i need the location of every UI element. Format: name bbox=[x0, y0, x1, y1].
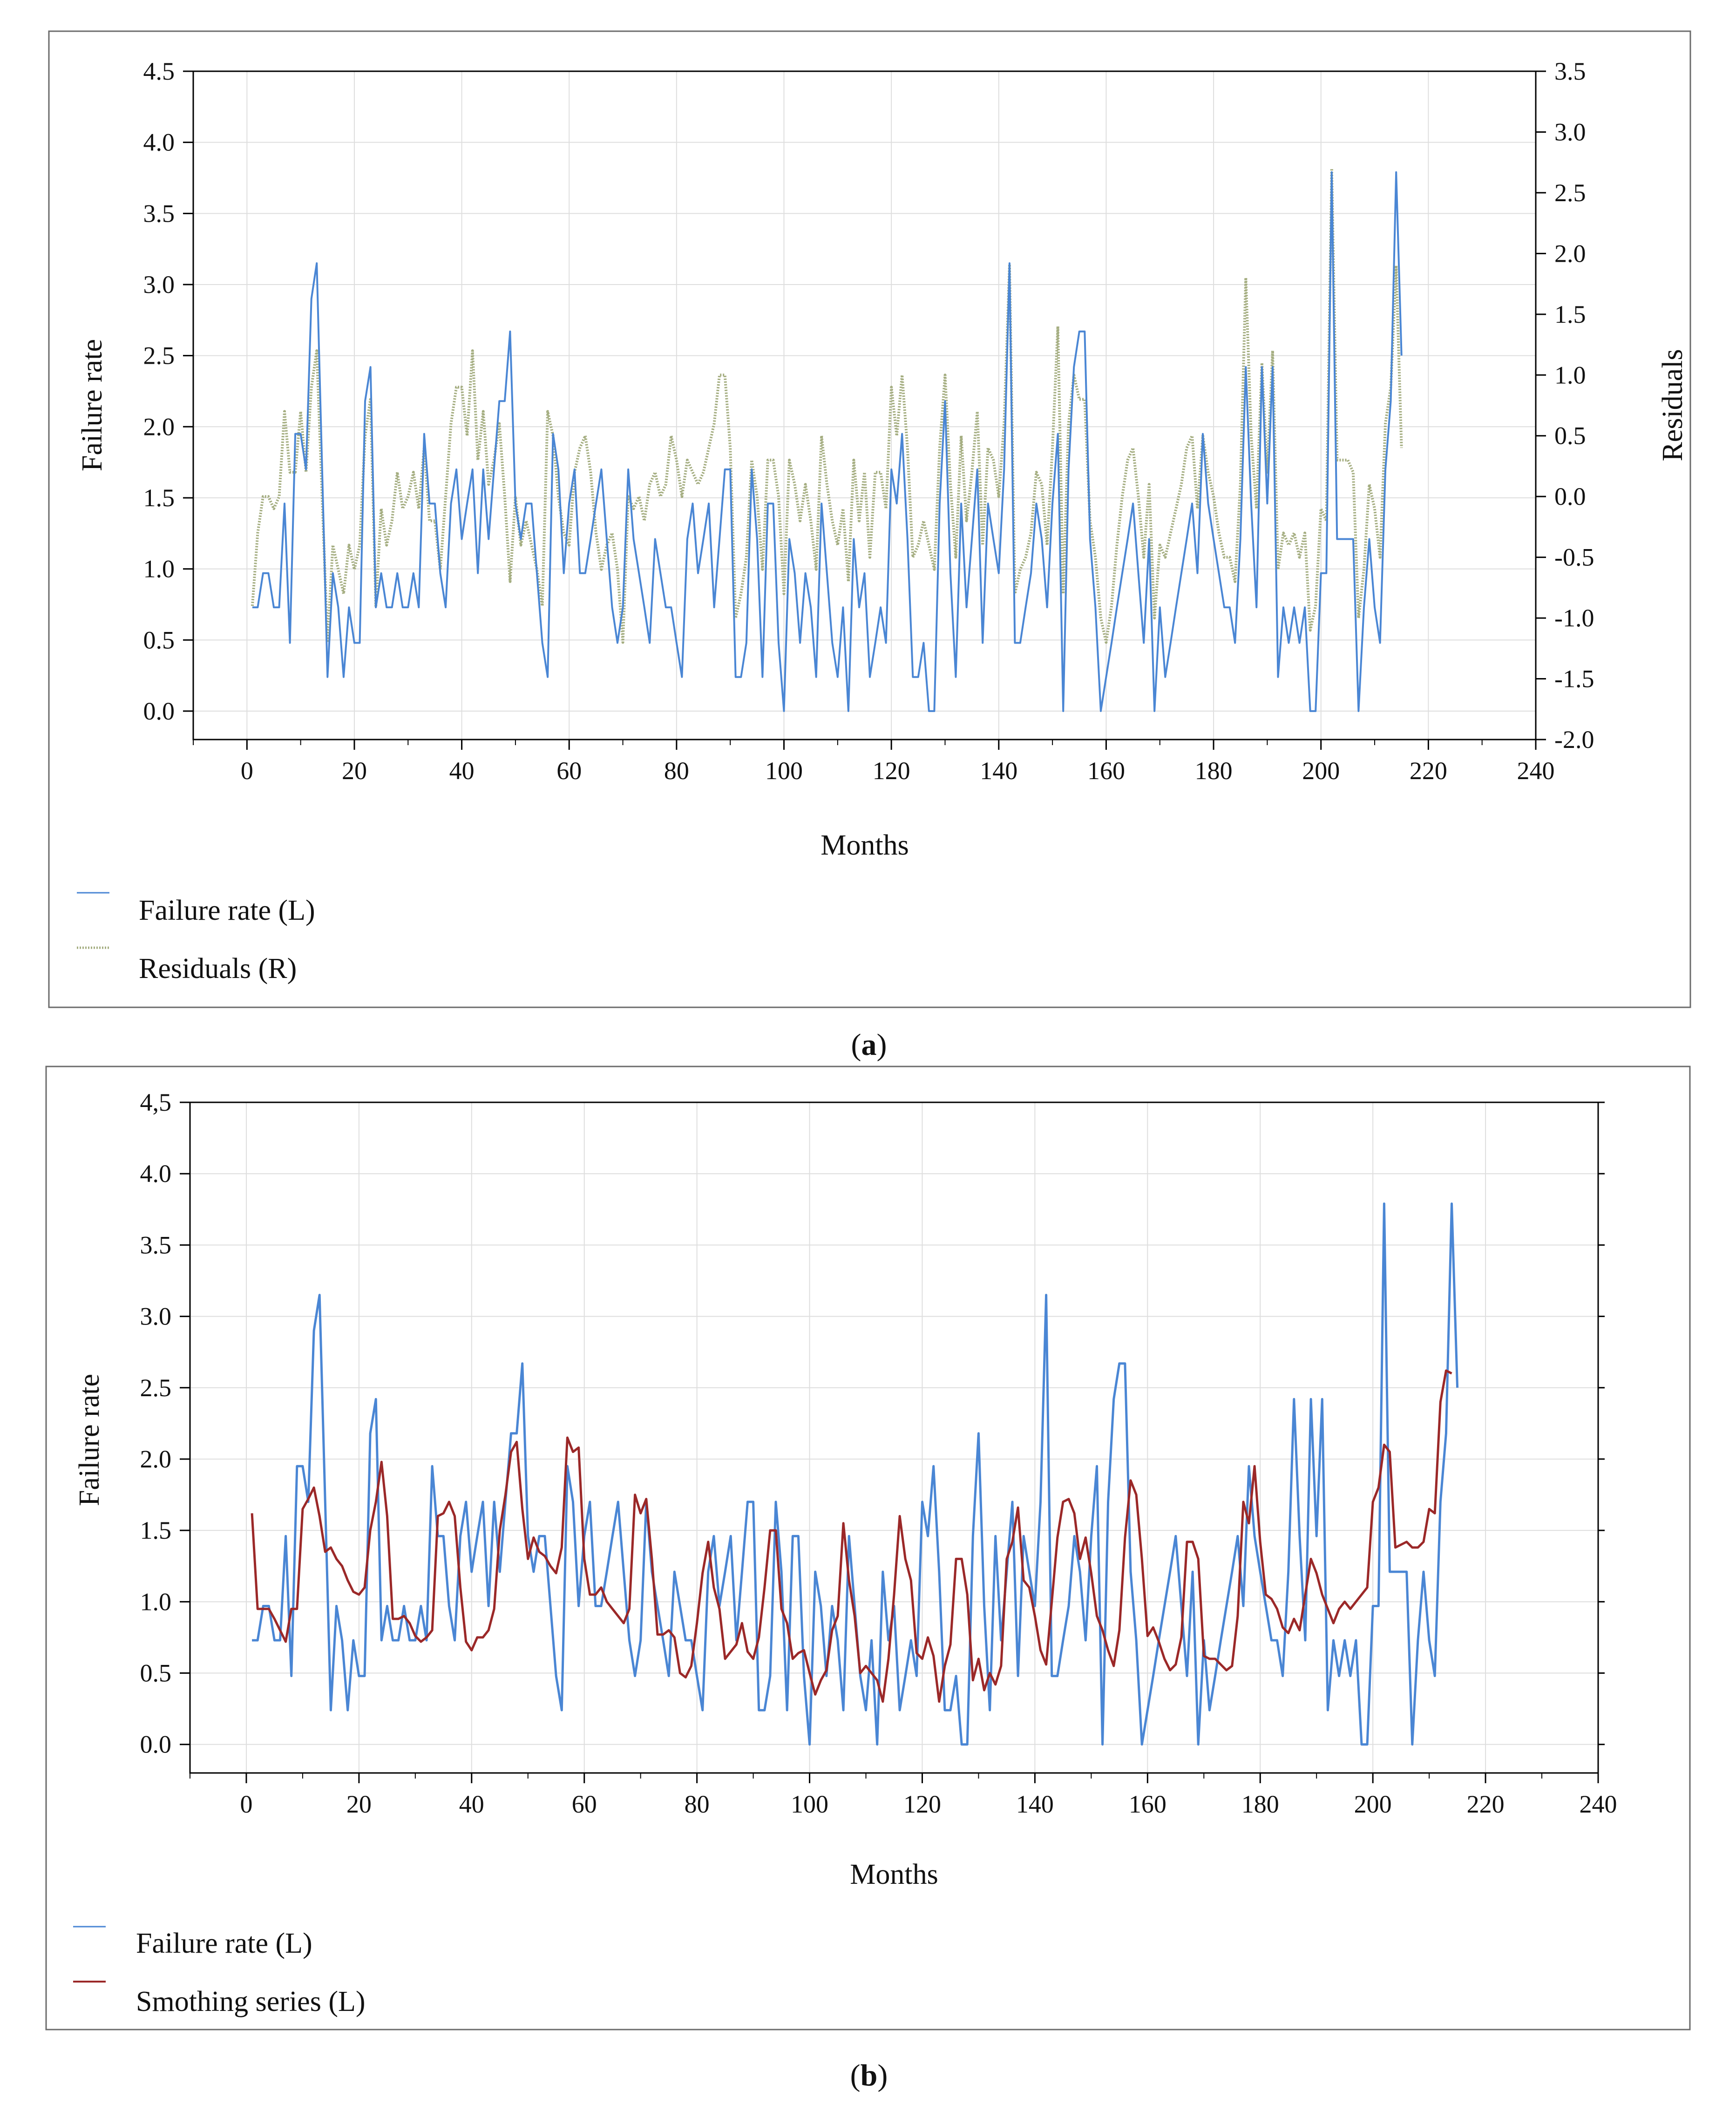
panel-a-series-failure-rate bbox=[252, 171, 1403, 712]
panel-a-series bbox=[251, 167, 1403, 712]
b-x-tick-label: 140 bbox=[1016, 1790, 1054, 1818]
b-y-tick-label: 2.0 bbox=[140, 1445, 172, 1473]
b-x-tick-label: 240 bbox=[1580, 1790, 1617, 1818]
b-y-tick-label: 2.5 bbox=[140, 1374, 172, 1402]
b-y-tick-label: 0.5 bbox=[140, 1659, 172, 1687]
a-x-tick-label: 60 bbox=[556, 757, 582, 785]
panel-b-ticks: 0 20 40 60 80 100 120 140 160 180 200 220 240 0.0 0.5 1… bbox=[140, 1088, 1617, 1818]
a-y-right-tick-label: -0.5 bbox=[1554, 543, 1594, 571]
panel-a-x-axis-label: Months bbox=[821, 829, 909, 861]
panel-a-legend-label-failure-rate: Failure rate (L) bbox=[139, 895, 315, 926]
b-x-tick-label: 20 bbox=[346, 1790, 372, 1818]
panel-a-y-axis-label-right: Residuals bbox=[1657, 349, 1689, 461]
a-y-tick-label: 2.0 bbox=[143, 413, 175, 441]
a-y-right-tick-label: 0.5 bbox=[1554, 422, 1586, 450]
panel-a-grid bbox=[193, 71, 1536, 740]
a-x-tick-label: 100 bbox=[765, 757, 803, 785]
panel-a-ticks: 0 20 40 60 80 100 120 140 160 180 200 220 240 0.0 0.5 1… bbox=[143, 57, 1594, 785]
panel-a-legend: Failure rate (L) Residuals (R) bbox=[77, 892, 315, 985]
panel-b-legend: Failure rate (L) Smothing series (L) bbox=[73, 1926, 366, 2017]
panel-a-y-axis-label-left: Failure rate bbox=[76, 339, 108, 471]
a-y-right-tick-label: 3.5 bbox=[1554, 57, 1586, 85]
a-x-tick-label: 160 bbox=[1087, 757, 1125, 785]
panel-a-series-residuals bbox=[251, 167, 1403, 644]
chart-panel-a: 0 20 40 60 80 100 120 140 160 180 200 220 240 0.0 0.5 1… bbox=[48, 30, 1691, 1062]
a-x-tick-label: 240 bbox=[1517, 757, 1555, 785]
b-x-tick-label: 40 bbox=[459, 1790, 484, 1818]
a-y-right-tick-label: 2.5 bbox=[1554, 179, 1586, 207]
panel-b-x-axis-label: Months bbox=[850, 1859, 938, 1890]
a-y-tick-label: 4.0 bbox=[143, 129, 175, 156]
panel-b-y-axis-label: Failure rate bbox=[74, 1374, 105, 1506]
panel-a-legend-label-residuals: Residuals (R) bbox=[139, 953, 297, 985]
panel-b-legend-label-smoothing: Smothing series (L) bbox=[136, 1986, 366, 2017]
a-y-tick-label: 3.5 bbox=[143, 199, 175, 227]
a-y-tick-label: 0.5 bbox=[143, 626, 175, 654]
chart-panel-b: 0 20 40 60 80 100 120 140 160 180 200 220 240 0.0 0.5 1… bbox=[45, 1066, 1691, 2092]
a-y-right-tick-label: -2.0 bbox=[1554, 726, 1594, 754]
b-y-tick-label: 3.0 bbox=[140, 1303, 172, 1331]
b-x-tick-label: 60 bbox=[572, 1790, 597, 1818]
b-x-tick-label: 220 bbox=[1467, 1790, 1505, 1818]
a-y-tick-label: 1.0 bbox=[143, 555, 175, 583]
a-x-tick-label: 200 bbox=[1302, 757, 1340, 785]
a-y-right-tick-label: 0.0 bbox=[1554, 482, 1586, 510]
b-x-tick-label: 180 bbox=[1241, 1790, 1279, 1818]
b-y-tick-label: 3.5 bbox=[140, 1231, 172, 1259]
a-x-tick-label: 120 bbox=[873, 757, 910, 785]
b-x-tick-label: 0 bbox=[240, 1790, 252, 1818]
panel-a-caption: (a) bbox=[851, 1028, 887, 1062]
b-x-tick-label: 200 bbox=[1354, 1790, 1392, 1818]
panel-b-series-smoothing bbox=[251, 1369, 1452, 1703]
a-x-tick-label: 40 bbox=[449, 757, 475, 785]
b-x-tick-label: 160 bbox=[1129, 1790, 1166, 1818]
a-y-tick-label: 3.0 bbox=[143, 271, 175, 299]
a-y-tick-label: 2.5 bbox=[143, 342, 175, 370]
a-y-tick-label: 1.5 bbox=[143, 484, 175, 512]
b-y-tick-label: 4.0 bbox=[140, 1160, 172, 1188]
b-y-tick-label: 1.0 bbox=[140, 1588, 172, 1616]
b-x-tick-label: 120 bbox=[903, 1790, 941, 1818]
panel-b-plot-border bbox=[189, 1101, 1599, 1774]
a-y-right-tick-label: 3.0 bbox=[1554, 118, 1586, 146]
panel-b-caption: (b) bbox=[850, 2058, 888, 2092]
a-x-tick-label: 140 bbox=[980, 757, 1017, 785]
a-x-tick-label: 80 bbox=[664, 757, 689, 785]
a-y-tick-label: 0.0 bbox=[143, 697, 175, 725]
b-y-tick-label: 4,5 bbox=[140, 1088, 172, 1116]
panel-b-legend-label-failure-rate: Failure rate (L) bbox=[136, 1928, 312, 1959]
a-x-tick-label: 180 bbox=[1195, 757, 1233, 785]
a-y-right-tick-label: 2.0 bbox=[1554, 239, 1586, 267]
a-y-tick-label: 4.5 bbox=[143, 57, 175, 85]
panel-b-series-failure-rate bbox=[252, 1202, 1459, 1746]
b-x-tick-label: 100 bbox=[791, 1790, 828, 1818]
panel-b-series bbox=[251, 1202, 1459, 1746]
a-y-right-tick-label: -1.0 bbox=[1554, 604, 1594, 632]
panel-a-plot-border bbox=[192, 70, 1537, 740]
a-x-tick-label: 220 bbox=[1410, 757, 1447, 785]
a-x-tick-label: 20 bbox=[342, 757, 367, 785]
b-y-tick-label: 0.0 bbox=[140, 1731, 172, 1759]
b-x-tick-label: 80 bbox=[685, 1790, 710, 1818]
a-y-right-tick-label: -1.5 bbox=[1554, 665, 1594, 693]
b-y-tick-label: 1.5 bbox=[140, 1516, 172, 1544]
a-x-tick-label: 0 bbox=[241, 757, 253, 785]
a-y-right-tick-label: 1.0 bbox=[1554, 361, 1586, 389]
a-y-right-tick-label: 1.5 bbox=[1554, 300, 1586, 328]
panel-a-frame bbox=[48, 30, 1691, 1008]
